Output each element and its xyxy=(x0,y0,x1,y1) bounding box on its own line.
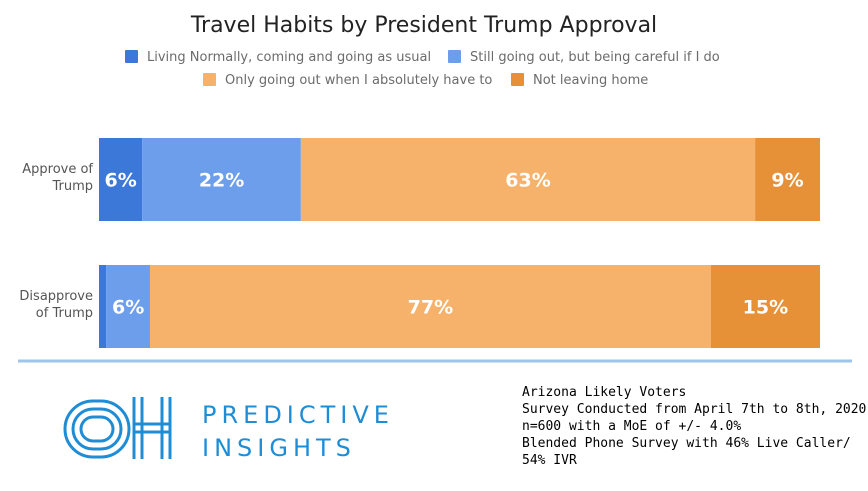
oh-logo-mark xyxy=(63,397,172,459)
bar-row2-seg3 xyxy=(149,265,711,348)
legend-swatch-1 xyxy=(125,50,138,63)
brand-line-1: PREDICTIVE xyxy=(202,401,394,429)
bars: 6% 22% 63% 9% 6% 77% 15% xyxy=(99,138,820,348)
data-label-row1-seg1: 6% xyxy=(104,170,136,192)
data-label-row1-seg3: 63% xyxy=(505,170,550,192)
bar-row2-seg4 xyxy=(710,265,820,348)
data-label-row2-seg4: 15% xyxy=(743,297,788,319)
category-label-2-line-1: Disapprove xyxy=(19,289,93,304)
bar-row1-seg2 xyxy=(142,138,301,221)
data-label-row2-seg3: 77% xyxy=(408,297,453,319)
footnote-line-1: Arizona Likely Voters xyxy=(522,385,687,400)
bar-row2-seg1 xyxy=(99,265,107,348)
survey-footnote: Arizona Likely Voters Survey Conducted f… xyxy=(522,384,867,469)
brand-line-2: INSIGHTS xyxy=(202,434,356,462)
bar-row2-seg2 xyxy=(106,265,150,348)
legend-swatch-4 xyxy=(511,73,524,86)
bar-row1-seg1 xyxy=(99,138,143,221)
legend-label-1: Living Normally, coming and going as usu… xyxy=(147,50,431,65)
legend-label-3: Only going out when I absolutely have to xyxy=(225,73,492,88)
data-label-row1-seg4: 9% xyxy=(771,170,803,192)
predictive-insights-logo: PREDICTIVE INSIGHTS xyxy=(63,397,394,462)
bar-row1-seg3 xyxy=(300,138,756,221)
data-label-row1-seg2: 22% xyxy=(199,170,244,192)
bar-row1-seg4 xyxy=(755,138,820,221)
footnote-line-4: Blended Phone Survey with 46% Live Calle… xyxy=(522,436,851,468)
legend: Living Normally, coming and going as usu… xyxy=(125,50,720,88)
legend-swatch-3 xyxy=(203,73,216,86)
category-labels: Approve of Trump Disapprove of Trump xyxy=(19,162,93,321)
footnote-line-2: Survey Conducted from April 7th to 8th, … xyxy=(522,402,867,417)
category-label-1-line-1: Approve of xyxy=(22,162,93,177)
category-label-1-line-2: Trump xyxy=(51,179,93,194)
category-label-2-line-2: of Trump xyxy=(36,306,93,321)
chart-title: Travel Habits by President Trump Approva… xyxy=(190,13,657,38)
legend-label-2: Still going out, but being careful if I … xyxy=(470,50,720,65)
legend-swatch-2 xyxy=(448,50,461,63)
legend-label-4: Not leaving home xyxy=(533,73,648,88)
footnote-line-3: n=600 with a MoE of +/- 4.0% xyxy=(522,419,742,434)
data-label-row2-seg2: 6% xyxy=(112,297,144,319)
